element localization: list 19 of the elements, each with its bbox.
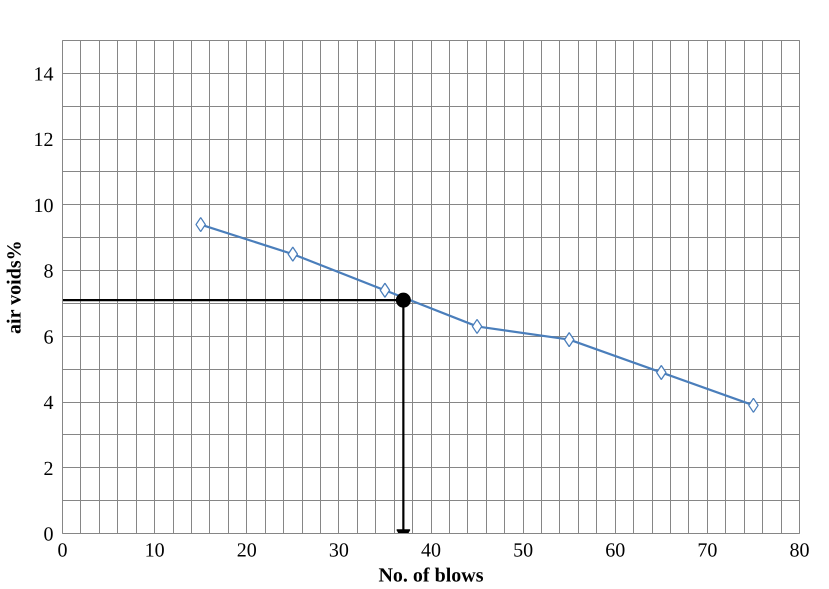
x-tick-label: 70 <box>697 540 718 562</box>
y-tick-label: 14 <box>34 63 54 86</box>
y-tick-label: 10 <box>34 194 54 217</box>
x-tick-label: 20 <box>236 540 257 562</box>
x-tick-label: 0 <box>58 540 68 562</box>
x-tick-label: 60 <box>605 540 626 562</box>
y-tick-label: 8 <box>44 260 54 283</box>
x-tick-label: 10 <box>144 540 165 562</box>
x-axis-title: No. of blows <box>378 564 484 586</box>
x-tick-label: 80 <box>790 540 810 562</box>
x-tick-label: 50 <box>513 540 534 562</box>
y-axis-title: air voids% <box>4 240 26 334</box>
y-tick-label: 2 <box>44 458 54 480</box>
y-tick-label: 6 <box>44 326 54 348</box>
y-tick-label: 0 <box>44 524 54 546</box>
x-tick-label: 30 <box>328 540 349 562</box>
y-tick-label: 4 <box>44 392 54 414</box>
y-tick-label: 12 <box>34 129 54 152</box>
x-tick-label: 40 <box>421 540 441 562</box>
